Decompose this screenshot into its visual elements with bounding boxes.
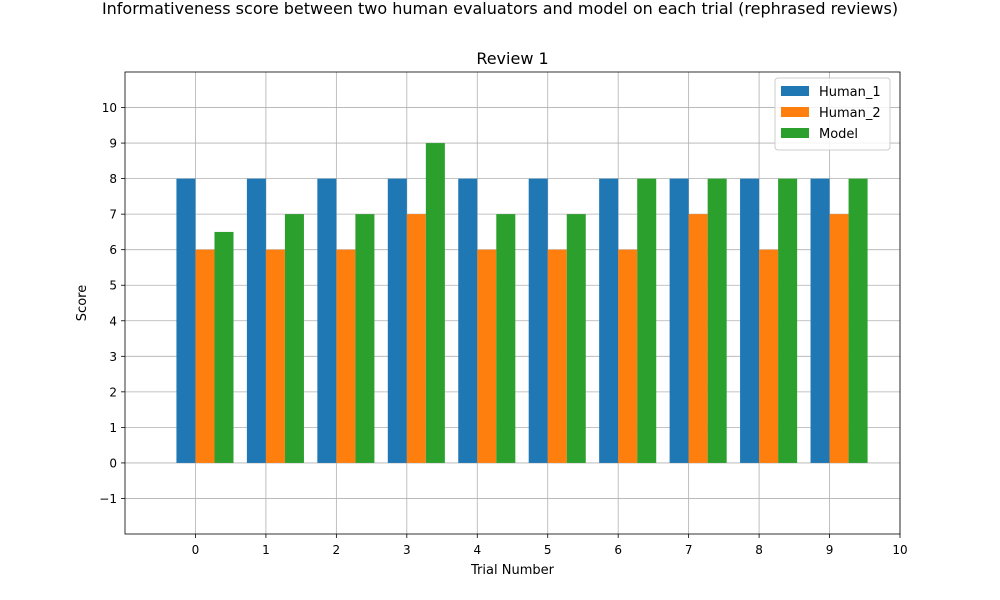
- bar-model-trial-9: [848, 178, 868, 463]
- x-tick-label: 8: [755, 543, 763, 557]
- bar-human-1-trial-9: [810, 178, 830, 463]
- y-tick-label: 8: [109, 172, 117, 186]
- bar-human-2-trial-5: [547, 249, 567, 463]
- y-axis-label: Score: [75, 285, 90, 321]
- x-tick-label: 3: [403, 543, 411, 557]
- x-tick-label: 7: [685, 543, 693, 557]
- legend: Human_1 Human_2 Model: [774, 77, 891, 151]
- bar-model-trial-2: [355, 214, 375, 463]
- bars: [176, 143, 868, 463]
- bar-human-1-trial-6: [599, 178, 619, 463]
- x-tick-label: 2: [333, 543, 341, 557]
- bar-human-1-trial-3: [387, 178, 407, 463]
- bar-human-2-trial-6: [618, 249, 638, 463]
- legend-label-model: Model: [819, 127, 858, 142]
- bar-human-1-trial-5: [528, 178, 548, 463]
- bar-human-1-trial-7: [669, 178, 689, 463]
- legend-label-human-2: Human_2: [819, 106, 881, 121]
- bar-human-2-trial-1: [265, 249, 285, 463]
- y-tick-label: 6: [109, 243, 117, 257]
- figure-suptitle: Informativeness score between two human …: [102, 0, 898, 18]
- bar-human-2-trial-3: [406, 214, 426, 463]
- bar-human-1-trial-1: [246, 178, 266, 463]
- y-tick-label: −1: [99, 492, 117, 506]
- bar-human-2-trial-4: [477, 249, 497, 463]
- bar-model-trial-0: [214, 231, 234, 463]
- y-tick-label: 0: [109, 456, 117, 470]
- legend-swatch-human-1: [781, 86, 809, 96]
- plot-area-frame: [124, 71, 901, 535]
- axis-ticks: 0 1 2 3 4 5 6 7 8 9 10 −1 0 1 2 3 4 5 6 7 8 9 10: [99, 101, 907, 557]
- bar-human-1-trial-2: [317, 178, 337, 463]
- bar-human-2-trial-7: [688, 214, 708, 463]
- bar-model-trial-7: [707, 178, 727, 463]
- x-tick-label: 1: [262, 543, 270, 557]
- bar-model-trial-5: [566, 214, 586, 463]
- bar-human-2-trial-9: [829, 214, 849, 463]
- chart-title: Review 1: [476, 49, 548, 68]
- bar-human-1-trial-8: [740, 178, 760, 463]
- bar-human-2-trial-2: [336, 249, 356, 463]
- y-tick-label: 5: [109, 279, 117, 293]
- x-tick-label: 0: [192, 543, 200, 557]
- legend-swatch-model: [781, 128, 809, 138]
- x-tick-label: 10: [892, 543, 907, 557]
- bar-human-2-trial-0: [195, 249, 215, 463]
- bar-model-trial-4: [496, 214, 516, 463]
- bar-human-1-trial-0: [176, 178, 196, 463]
- bar-model-trial-8: [778, 178, 798, 463]
- y-tick-label: 10: [102, 101, 117, 115]
- bar-human-1-trial-4: [458, 178, 478, 463]
- bar-model-trial-6: [637, 178, 657, 463]
- bar-human-2-trial-8: [759, 249, 779, 463]
- x-axis-label: Trial Number: [470, 563, 555, 578]
- y-tick-label: 2: [109, 385, 117, 399]
- x-tick-label: 5: [544, 543, 552, 557]
- bar-model-trial-1: [284, 214, 304, 463]
- x-tick-label: 9: [826, 543, 834, 557]
- x-tick-label: 6: [614, 543, 622, 557]
- bar-model-trial-3: [425, 143, 445, 463]
- x-tick-label: 4: [473, 543, 481, 557]
- y-tick-label: 9: [109, 137, 117, 151]
- y-tick-label: 7: [109, 208, 117, 222]
- legend-label-human-1: Human_1: [819, 85, 881, 100]
- legend-swatch-human-2: [781, 107, 809, 117]
- y-tick-label: 4: [109, 314, 117, 328]
- y-tick-label: 3: [109, 350, 117, 364]
- y-tick-label: 1: [109, 421, 117, 435]
